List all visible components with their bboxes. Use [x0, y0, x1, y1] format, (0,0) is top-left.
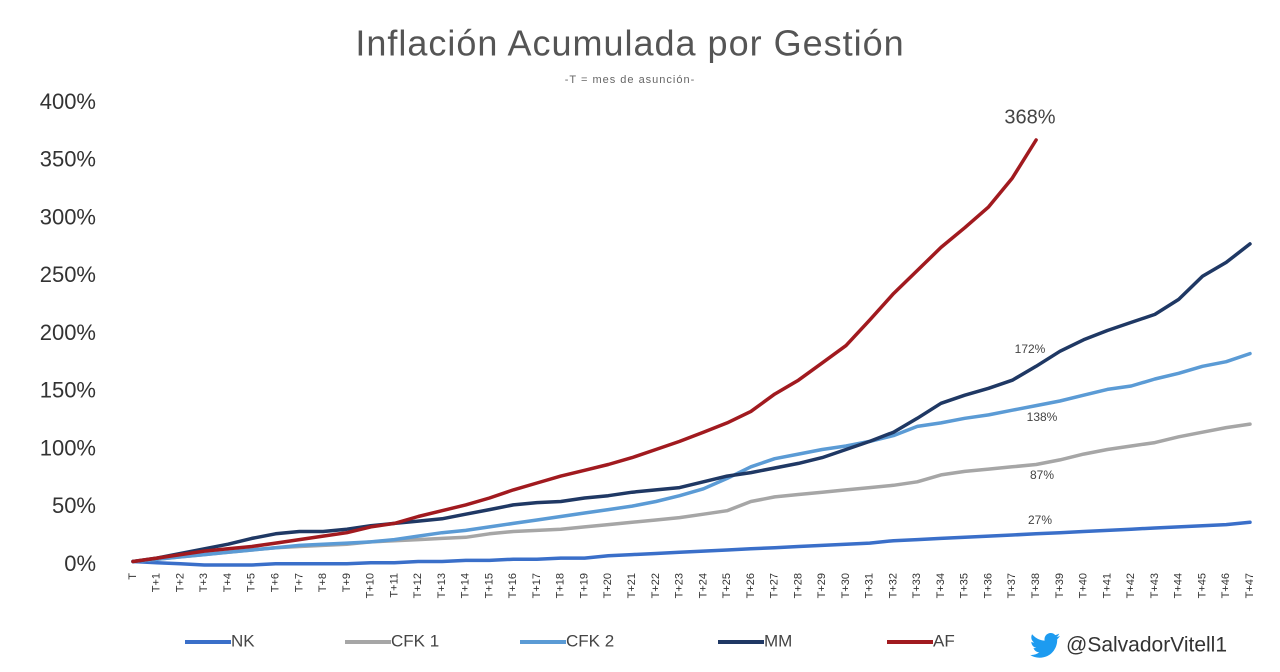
x-tick-label: T+38 — [1030, 573, 1042, 598]
y-tick-label: 0% — [64, 551, 96, 576]
annotation: 368% — [1004, 106, 1055, 128]
x-tick-label: T+2 — [174, 573, 186, 592]
credit: @SalvadorVitell1 — [1066, 634, 1227, 657]
x-tick-label: T+20 — [602, 573, 614, 598]
x-tick-label: T+26 — [745, 573, 757, 598]
x-tick-label: T+41 — [1101, 573, 1113, 598]
series-line — [131, 242, 1252, 564]
x-tick-label: T+13 — [436, 573, 448, 598]
x-tick-label: T+24 — [697, 573, 709, 598]
series-line — [131, 351, 1252, 564]
legend-label: MM — [764, 631, 792, 650]
x-tick-label: T+35 — [959, 573, 971, 598]
x-tick-label: T+18 — [555, 573, 567, 598]
x-tick-label: T+43 — [1149, 573, 1161, 598]
x-tick-label: T+15 — [483, 573, 495, 598]
x-tick-label: T+31 — [864, 573, 876, 598]
x-tick-label: T+25 — [721, 573, 733, 598]
x-tick-label: T+29 — [816, 573, 828, 598]
x-tick-label: T+22 — [650, 573, 662, 598]
x-tick-label: T — [127, 573, 139, 580]
legend-label: CFK 1 — [391, 631, 439, 650]
x-tick-label: T+4 — [222, 573, 234, 592]
y-tick-label: 300% — [40, 204, 96, 229]
legend-label: AF — [933, 631, 955, 650]
x-tick-label: T+42 — [1125, 573, 1137, 598]
y-tick-label: 200% — [40, 320, 96, 345]
x-tick-label: T+17 — [531, 573, 543, 598]
chart-title: Inflación Acumulada por Gestión — [355, 23, 904, 64]
x-tick-label: T+5 — [246, 573, 258, 592]
y-tick-label: 150% — [40, 378, 96, 403]
x-tick-label: T+46 — [1220, 573, 1232, 598]
x-tick-label: T+7 — [293, 573, 305, 592]
x-tick-label: T+45 — [1196, 573, 1208, 598]
series-line — [131, 520, 1252, 567]
x-tick-label: T+10 — [365, 573, 377, 598]
x-tick-label: T+16 — [507, 573, 519, 598]
x-tick-label: T+30 — [840, 573, 852, 598]
legend-label: NK — [231, 631, 255, 650]
x-tick-label: T+8 — [317, 573, 329, 592]
x-tick-label: T+3 — [198, 573, 210, 592]
series-line — [131, 138, 1038, 564]
x-tick-label: T+11 — [388, 573, 400, 598]
x-tick-label: T+12 — [412, 573, 424, 598]
x-tick-label: T+33 — [911, 573, 923, 598]
x-tick-label: T+37 — [1006, 573, 1018, 598]
x-tick-label: T+36 — [982, 573, 994, 598]
x-tick-label: T+21 — [626, 573, 638, 598]
y-tick-label: 350% — [40, 147, 96, 172]
x-tick-label: T+47 — [1244, 573, 1256, 598]
x-tick-label: T+32 — [887, 573, 899, 598]
x-tick-label: T+23 — [674, 573, 686, 598]
x-tick-label: T+1 — [151, 573, 163, 592]
x-tick-label: T+44 — [1173, 573, 1185, 598]
x-tick-label: T+40 — [1078, 573, 1090, 598]
annotation: 87% — [1030, 468, 1054, 482]
x-tick-label: T+27 — [769, 573, 781, 598]
y-tick-label: 50% — [52, 493, 96, 518]
x-tick-label: T+28 — [792, 573, 804, 598]
x-tick-label: T+39 — [1054, 573, 1066, 598]
chart-subtitle: -T = mes de asunción- — [565, 74, 696, 86]
x-tick-label: T+19 — [578, 573, 590, 598]
x-tick-label: T+9 — [341, 573, 353, 592]
y-tick-label: 400% — [40, 89, 96, 114]
x-tick-label: T+34 — [935, 573, 947, 598]
annotation: 27% — [1028, 513, 1052, 527]
y-tick-label: 100% — [40, 435, 96, 460]
x-tick-label: T+6 — [270, 573, 282, 592]
x-tick-label: T+14 — [460, 573, 472, 598]
annotation: 172% — [1015, 342, 1046, 356]
y-tick-label: 250% — [40, 262, 96, 287]
legend-label: CFK 2 — [566, 631, 614, 650]
annotation: 138% — [1027, 410, 1058, 424]
twitter-icon — [1030, 633, 1060, 658]
